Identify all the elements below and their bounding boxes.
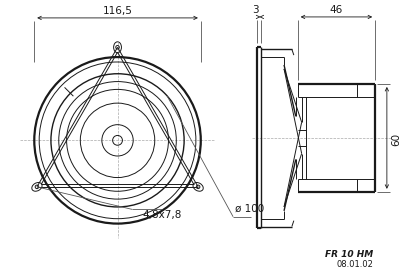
- Text: FR 10 HM: FR 10 HM: [325, 250, 373, 259]
- Text: 3: 3: [252, 5, 259, 15]
- Text: 116,5: 116,5: [102, 6, 132, 16]
- Text: 08.01.02: 08.01.02: [336, 260, 373, 269]
- Text: 4,8x7,8: 4,8x7,8: [142, 210, 181, 220]
- Text: ø 100: ø 100: [235, 204, 264, 214]
- Text: 46: 46: [330, 5, 343, 15]
- Text: 60: 60: [391, 133, 400, 146]
